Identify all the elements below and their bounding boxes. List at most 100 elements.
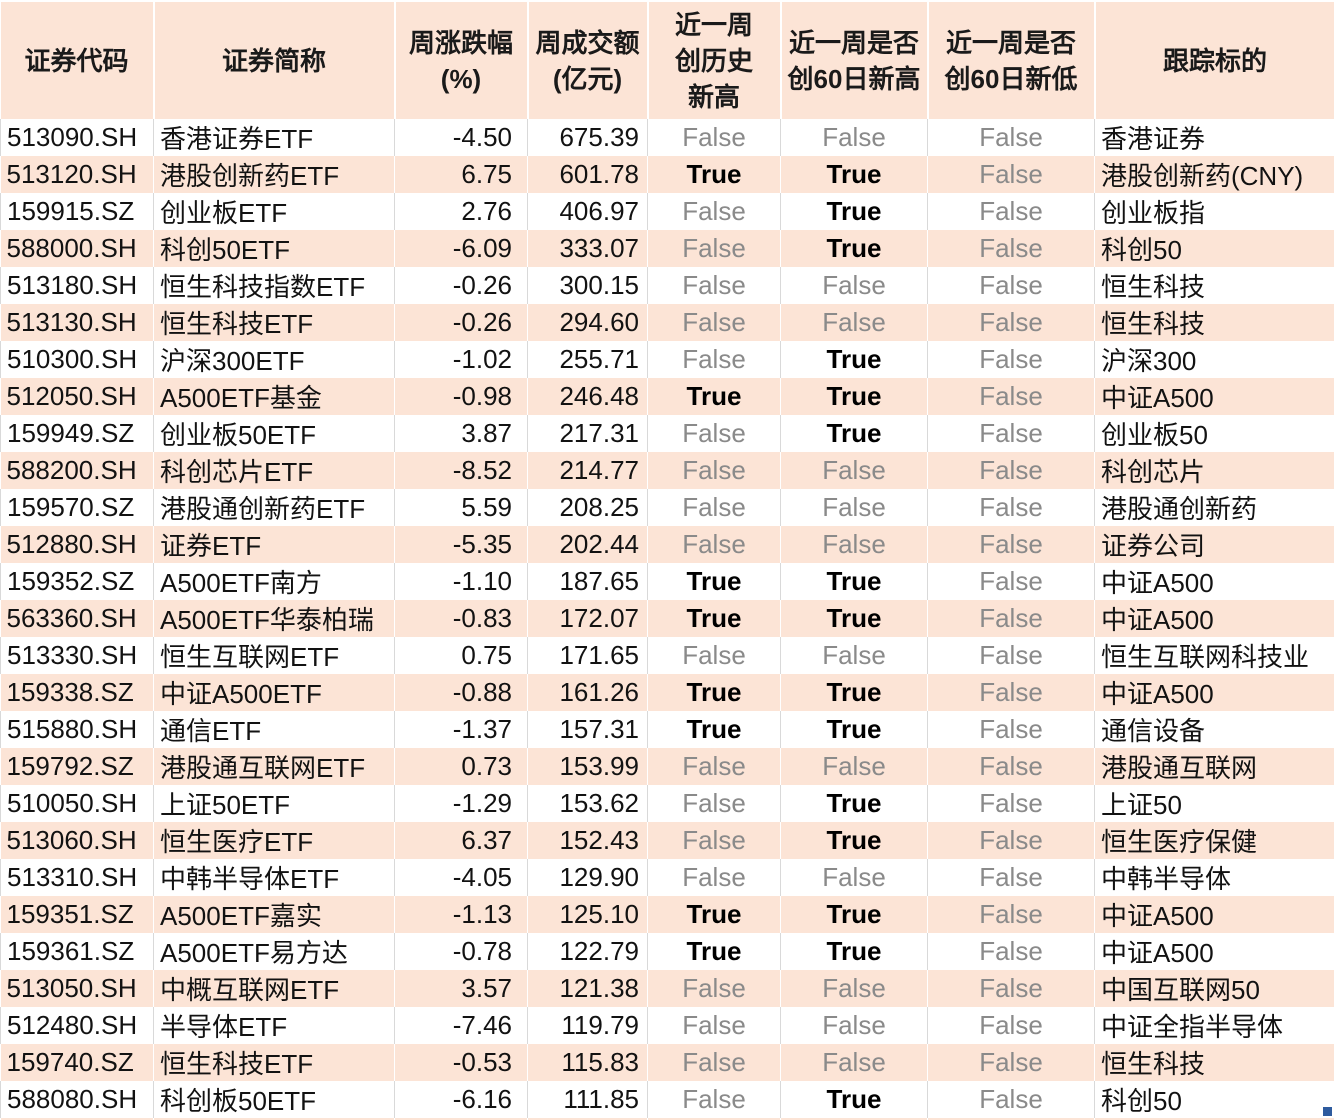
cell-chg[interactable]: -0.83 xyxy=(394,600,528,637)
cell-code[interactable]: 159915.SZ xyxy=(0,193,154,230)
cell-ath[interactable]: False xyxy=(647,119,781,156)
cell-chg[interactable]: -7.46 xyxy=(394,1007,528,1044)
cell-code[interactable]: 513330.SH xyxy=(0,637,154,674)
cell-chg[interactable]: -0.98 xyxy=(394,378,528,415)
cell-code[interactable]: 513130.SH xyxy=(0,304,154,341)
cell-high60[interactable]: False xyxy=(780,1007,928,1044)
cell-target[interactable]: 上证50 xyxy=(1094,785,1334,822)
cell-target[interactable]: 创业板指 xyxy=(1094,193,1334,230)
cell-name[interactable]: A500ETF华泰柏瑞 xyxy=(153,600,395,637)
cell-name[interactable]: 恒生科技ETF xyxy=(153,304,395,341)
cell-chg[interactable]: -1.29 xyxy=(394,785,528,822)
cell-high60[interactable]: False xyxy=(780,748,928,785)
cell-target[interactable]: 港股创新药(CNY) xyxy=(1094,156,1334,193)
cell-turnover[interactable]: 153.99 xyxy=(527,748,648,785)
cell-low60[interactable]: False xyxy=(927,674,1095,711)
cell-code[interactable]: 159792.SZ xyxy=(0,748,154,785)
cell-target[interactable]: 中证A500 xyxy=(1094,896,1334,933)
col-header-security-name[interactable]: 证券简称 xyxy=(153,0,396,119)
cell-chg[interactable]: -5.35 xyxy=(394,526,528,563)
cell-high60[interactable]: True xyxy=(780,415,928,452)
cell-turnover[interactable]: 129.90 xyxy=(527,859,648,896)
cell-target[interactable]: 科创50 xyxy=(1094,1081,1334,1118)
cell-high60[interactable]: True xyxy=(780,822,928,859)
cell-high60[interactable]: False xyxy=(780,637,928,674)
cell-ath[interactable]: False xyxy=(647,267,781,304)
cell-chg[interactable]: 6.75 xyxy=(394,156,528,193)
cell-code[interactable]: 513060.SH xyxy=(0,822,154,859)
cell-turnover[interactable]: 333.07 xyxy=(527,230,648,267)
cell-turnover[interactable]: 111.85 xyxy=(527,1081,648,1118)
cell-chg[interactable]: -0.26 xyxy=(394,304,528,341)
cell-ath[interactable]: False xyxy=(647,1044,781,1081)
cell-code[interactable]: 588080.SH xyxy=(0,1081,154,1118)
cell-chg[interactable]: -1.13 xyxy=(394,896,528,933)
cell-name[interactable]: 恒生科技ETF xyxy=(153,1044,395,1081)
cell-turnover[interactable]: 300.15 xyxy=(527,267,648,304)
cell-chg[interactable]: 0.73 xyxy=(394,748,528,785)
cell-name[interactable]: 科创板50ETF xyxy=(153,1081,395,1118)
cell-target[interactable]: 证券公司 xyxy=(1094,526,1334,563)
cell-high60[interactable]: False xyxy=(780,526,928,563)
cell-low60[interactable]: False xyxy=(927,526,1095,563)
cell-ath[interactable]: True xyxy=(647,156,781,193)
cell-ath[interactable]: True xyxy=(647,933,781,970)
cell-turnover[interactable]: 152.43 xyxy=(527,822,648,859)
cell-low60[interactable]: False xyxy=(927,452,1095,489)
cell-ath[interactable]: False xyxy=(647,304,781,341)
cell-target[interactable]: 中证A500 xyxy=(1094,378,1334,415)
cell-ath[interactable]: True xyxy=(647,563,781,600)
cell-high60[interactable]: False xyxy=(780,970,928,1007)
cell-low60[interactable]: False xyxy=(927,1118,1095,1120)
cell-name[interactable]: 中韩半导体ETF xyxy=(153,859,395,896)
cell-name[interactable]: A500ETF易方达 xyxy=(153,933,395,970)
cell-code[interactable]: 513120.SH xyxy=(0,156,154,193)
cell-code[interactable]: 513050.SH xyxy=(0,970,154,1007)
cell-low60[interactable]: False xyxy=(927,341,1095,378)
cell-name[interactable]: 证券ETF xyxy=(153,526,395,563)
cell-chg[interactable]: -4.50 xyxy=(394,119,528,156)
cell-chg[interactable]: 3.87 xyxy=(394,415,528,452)
cell-chg[interactable]: -0.53 xyxy=(394,1044,528,1081)
cell-high60[interactable]: False xyxy=(780,1118,928,1120)
cell-code[interactable]: 159570.SZ xyxy=(0,489,154,526)
cell-chg[interactable]: -0.78 xyxy=(394,933,528,970)
cell-ath[interactable]: False xyxy=(647,1081,781,1118)
cell-turnover[interactable]: 153.62 xyxy=(527,785,648,822)
cell-high60[interactable]: True xyxy=(780,341,928,378)
cell-high60[interactable]: True xyxy=(780,193,928,230)
cell-ath[interactable]: False xyxy=(647,637,781,674)
cell-code[interactable]: 563360.SH xyxy=(0,600,154,637)
cell-high60[interactable]: True xyxy=(780,785,928,822)
cell-name[interactable]: 港股通创新药ETF xyxy=(153,489,395,526)
cell-ath[interactable]: False xyxy=(647,526,781,563)
cell-high60[interactable]: False xyxy=(780,1044,928,1081)
cell-target[interactable]: 科创芯片 xyxy=(1094,452,1334,489)
col-header-all-time-high[interactable]: 近一周 创历史 新高 xyxy=(647,0,782,119)
cell-target[interactable]: 中韩半导体 xyxy=(1094,859,1334,896)
cell-name[interactable]: 沪深300ETF xyxy=(153,341,395,378)
cell-chg[interactable]: -1.02 xyxy=(394,341,528,378)
cell-code[interactable]: 512480.SH xyxy=(0,1007,154,1044)
cell-name[interactable]: 创业板ETF xyxy=(153,193,395,230)
cell-ath[interactable]: False xyxy=(647,748,781,785)
cell-ath[interactable]: False xyxy=(647,415,781,452)
col-header-weekly-turnover[interactable]: 周成交额 (亿元) xyxy=(527,0,649,119)
cell-name[interactable]: 港股通互联网ETF xyxy=(153,748,395,785)
cell-ath[interactable]: False xyxy=(647,859,781,896)
cell-target[interactable]: 香港证券 xyxy=(1094,119,1334,156)
cell-code[interactable]: 159351.SZ xyxy=(0,896,154,933)
col-header-60d-high[interactable]: 近一周是否 创60日新高 xyxy=(780,0,929,119)
cell-low60[interactable]: False xyxy=(927,637,1095,674)
cell-target[interactable]: 中证全指半导体 xyxy=(1094,1007,1334,1044)
cell-ath[interactable]: True xyxy=(647,674,781,711)
cell-ath[interactable]: False xyxy=(647,1007,781,1044)
cell-ath[interactable]: False xyxy=(647,785,781,822)
cell-ath[interactable]: False xyxy=(647,452,781,489)
cell-target[interactable]: 恒生医疗保健 xyxy=(1094,822,1334,859)
cell-code[interactable]: 510050.SH xyxy=(0,785,154,822)
col-header-60d-low[interactable]: 近一周是否 创60日新低 xyxy=(927,0,1096,119)
cell-chg[interactable]: -6.09 xyxy=(394,230,528,267)
cell-name[interactable]: 港股创新药ETF xyxy=(153,156,395,193)
cell-turnover[interactable]: 122.79 xyxy=(527,933,648,970)
